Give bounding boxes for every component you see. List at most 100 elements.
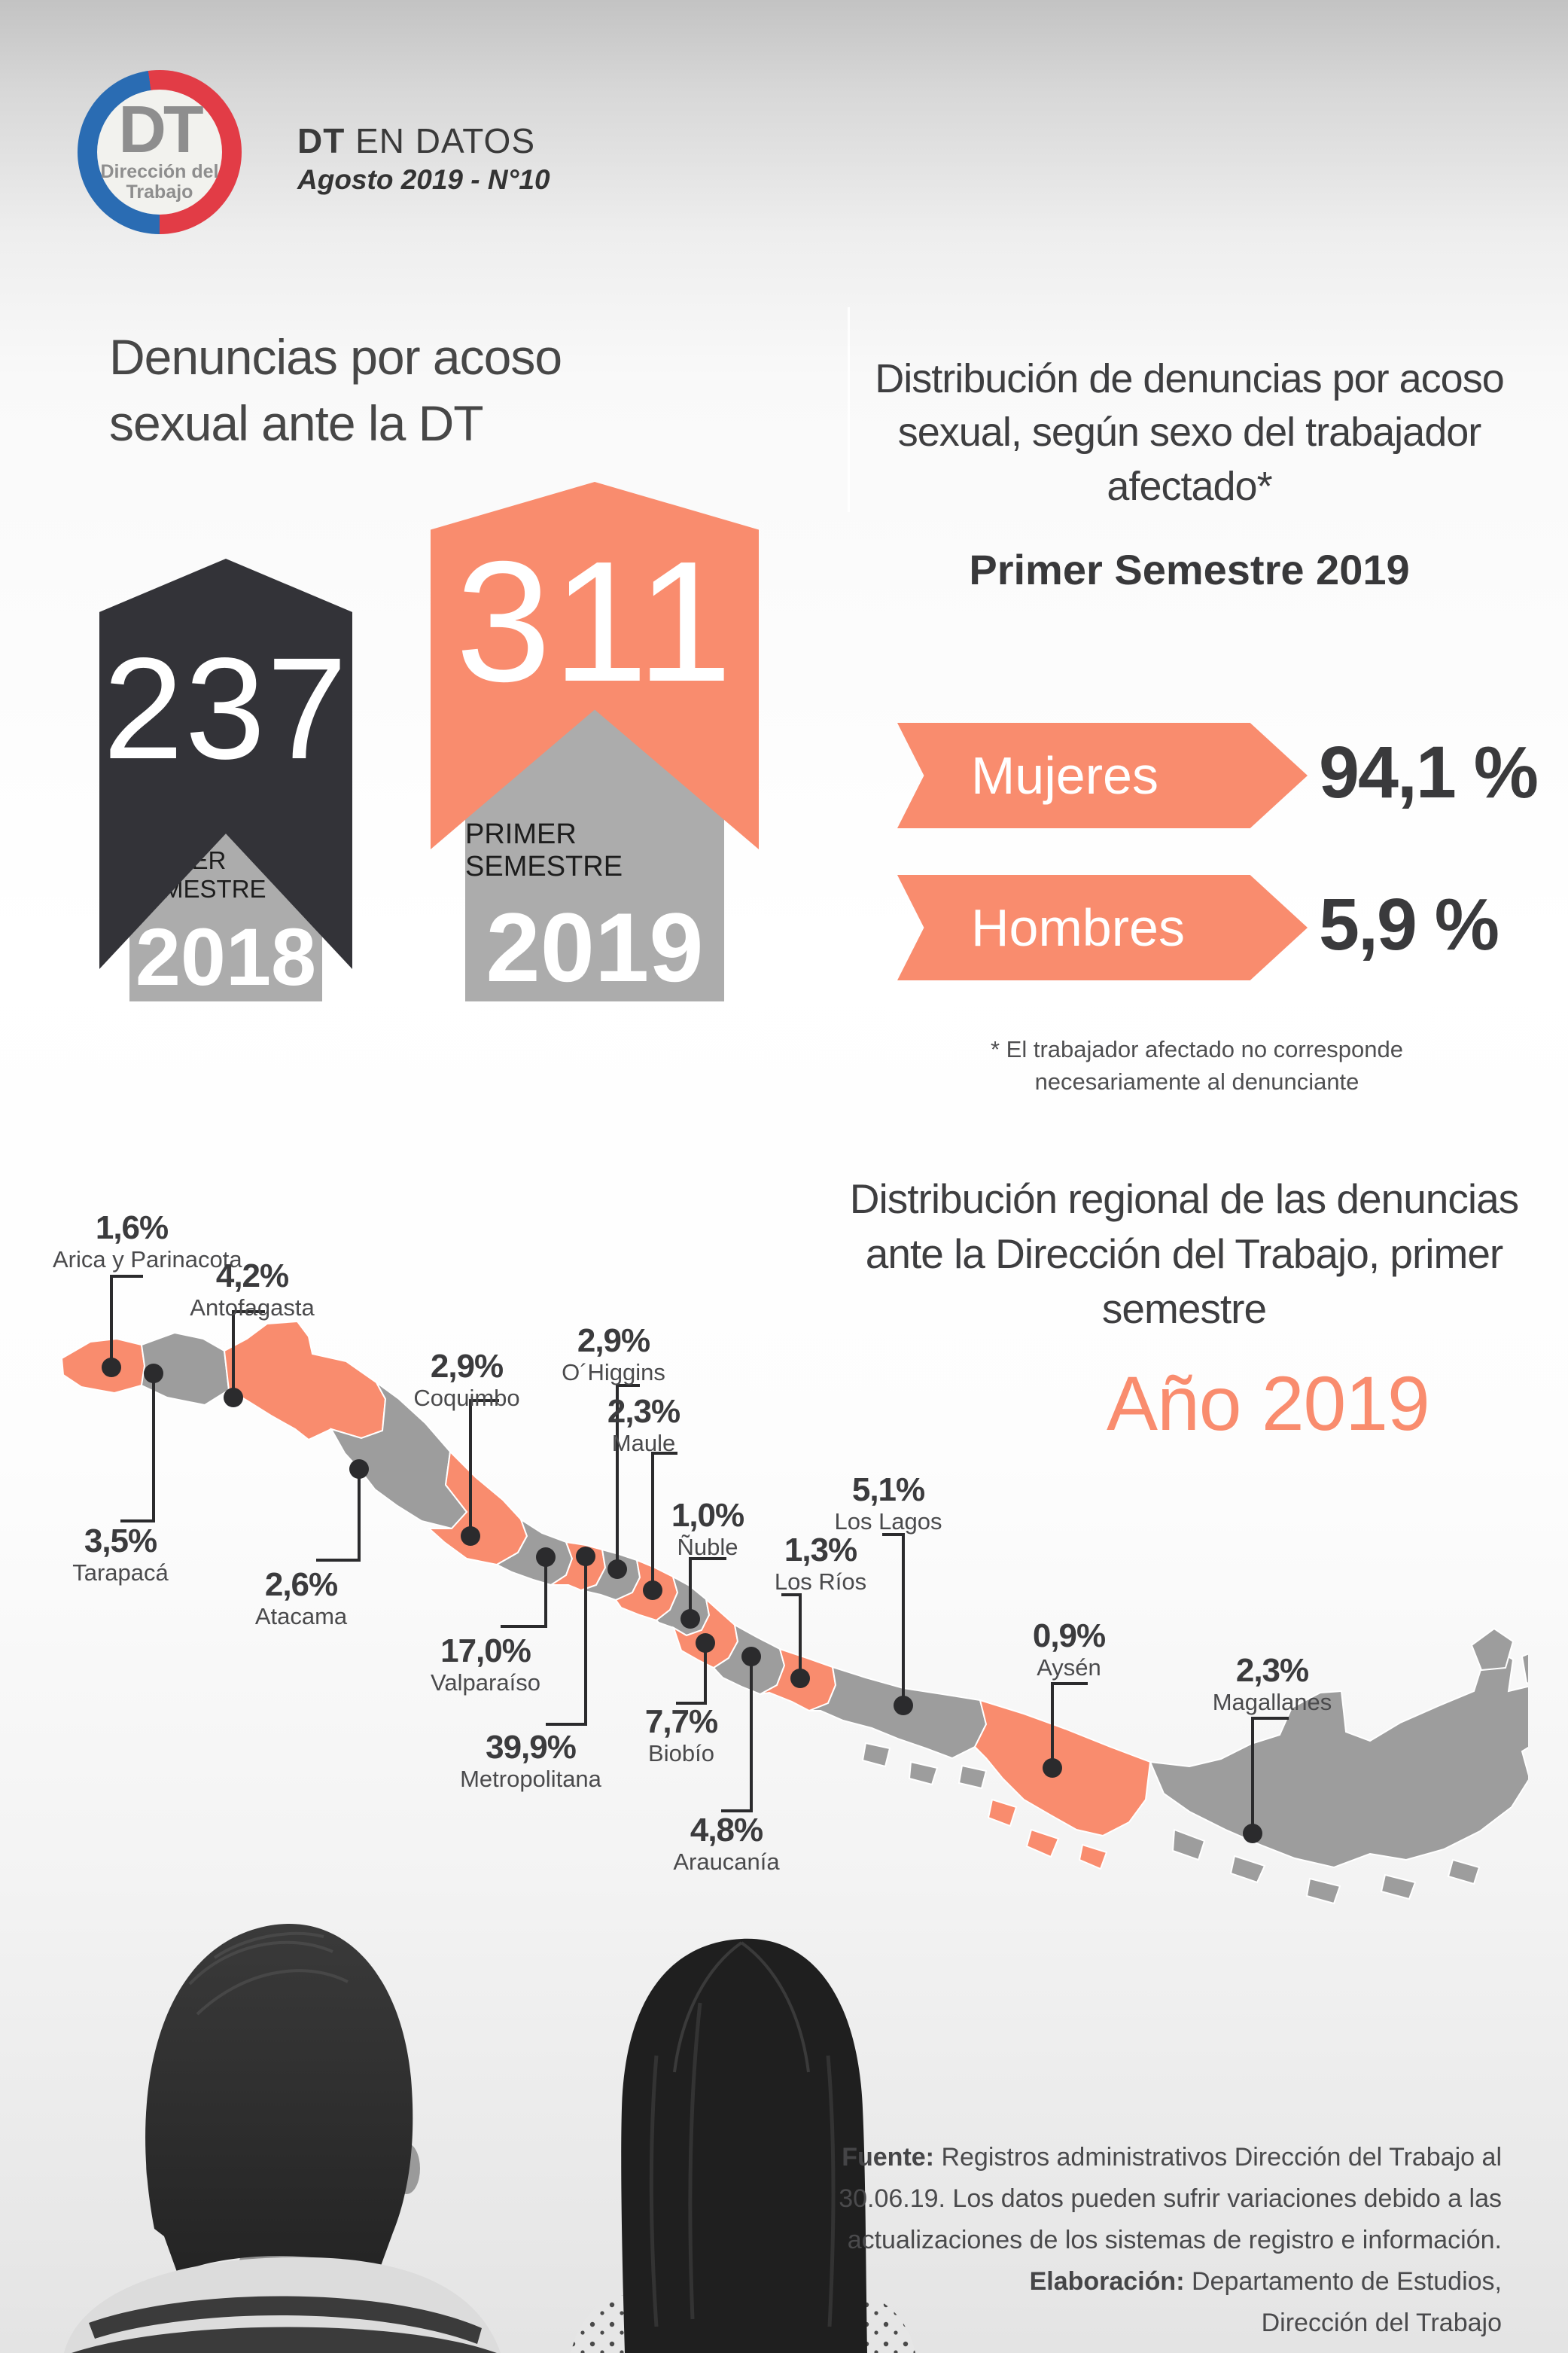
issue-date: Agosto 2019 - N°10 xyxy=(297,164,550,195)
leader-araucania xyxy=(721,1657,753,1812)
leader-losrios xyxy=(781,1593,802,1678)
map-region-aysen xyxy=(973,1699,1152,1837)
dt-logo-icon: DT Dirección del Trabajo xyxy=(78,70,242,234)
map-island-tierradelfuego-2 xyxy=(1521,1653,1528,1684)
map-region-antofagasta xyxy=(223,1320,387,1441)
map-dot-tarapaca xyxy=(144,1364,163,1383)
leader-maule xyxy=(651,1452,677,1590)
map-label-aysen: 0,9% Aysén xyxy=(1032,1617,1106,1681)
map-dot-metropolitana xyxy=(576,1547,595,1566)
map-dot-valparaiso xyxy=(536,1547,556,1567)
map-dot-antofagasta xyxy=(224,1388,243,1407)
map-panel-title: Distribución regional de las denuncias a… xyxy=(849,1175,1519,1333)
leader-ohiggins xyxy=(616,1384,640,1569)
map-island-aysen-1 xyxy=(987,1798,1018,1827)
page-title: Denuncias por acoso sexual ante la DT xyxy=(109,329,562,452)
photo-woman-silhouette xyxy=(571,1938,915,2353)
leader-loslagos xyxy=(882,1533,905,1705)
map-dot-arica xyxy=(102,1358,121,1377)
map-label-losrios: 1,3% Los Ríos xyxy=(774,1532,867,1596)
sex-panel-footnote: * El trabajador afectado no corresponde … xyxy=(990,1036,1404,1096)
map-dot-biobio xyxy=(696,1633,715,1653)
hombres-value: 5,9 % xyxy=(1319,883,1499,965)
map-label-loslagos: 5,1% Los Lagos xyxy=(834,1471,942,1535)
map-island-aysen-2 xyxy=(1025,1828,1060,1858)
map-label-maule: 2,3% Maule xyxy=(607,1393,680,1457)
map-dot-nuble xyxy=(680,1609,700,1629)
map-label-metropolitana: 39,9% Metropolitana xyxy=(460,1729,601,1793)
map-region-coquimbo xyxy=(427,1449,528,1566)
mujeres-value: 94,1 % xyxy=(1319,731,1539,813)
map-label-ohiggins: 2,9% O´Higgins xyxy=(562,1322,665,1386)
map-label-coquimbo: 2,9% Coquimbo xyxy=(413,1348,520,1412)
photo-man-silhouette xyxy=(64,1923,501,2353)
chile-map xyxy=(60,1275,1528,1905)
dt-logo-inner: DT Dirección del Trabajo xyxy=(97,90,222,215)
map-region-tarapaca xyxy=(140,1331,230,1407)
map-label-nuble: 1,0% Ñuble xyxy=(671,1497,744,1561)
map-dot-araucania xyxy=(741,1647,761,1666)
map-label-antofagasta: 4,2% Antofagasta xyxy=(190,1257,315,1321)
leader-coquimbo xyxy=(469,1399,499,1536)
map-label-biobio: 7,7% Biobío xyxy=(644,1703,718,1767)
leader-atacama xyxy=(316,1469,361,1562)
map-region-valparaiso xyxy=(495,1517,574,1586)
map-dot-ohiggins xyxy=(607,1559,627,1579)
map-label-valparaiso: 17,0% Valparaíso xyxy=(431,1632,540,1696)
leader-magallanes xyxy=(1251,1717,1289,1833)
dt-logo-subtitle: Dirección del Trabajo xyxy=(100,161,219,203)
map-panel-year: Año 2019 xyxy=(1107,1361,1430,1446)
map-island-magallanes-3 xyxy=(1305,1877,1341,1905)
map-island-magallanes-5 xyxy=(1447,1858,1481,1885)
map-dot-maule xyxy=(643,1580,662,1600)
mujeres-label: Mujeres xyxy=(971,746,1158,805)
column-divider xyxy=(848,307,850,512)
source-note: Fuente: Registros administrativos Direcc… xyxy=(839,2143,1502,2338)
map-island-chiloe-2 xyxy=(908,1760,939,1786)
map-dot-magallanes xyxy=(1243,1824,1262,1843)
map-region-magallanes xyxy=(1149,1649,1528,1869)
map-dot-coquimbo xyxy=(461,1526,480,1546)
sex-panel-subtitle: Primer Semestre 2019 xyxy=(969,546,1410,593)
brand-title: DT EN DATOS xyxy=(297,121,536,160)
map-region-atacama xyxy=(329,1382,468,1530)
hombres-label: Hombres xyxy=(971,898,1185,957)
map-label-arica: 1,6% Arica y Parinacota xyxy=(53,1209,242,1273)
hombres-arrow-banner: Hombres xyxy=(897,875,1308,980)
map-island-magallanes-4 xyxy=(1380,1873,1417,1900)
banner-2019-year: 2019 xyxy=(486,892,704,1002)
banner-2019-label: PRIMER SEMESTRE xyxy=(465,818,623,882)
sex-panel-title: Distribución de denuncias por acoso sexu… xyxy=(875,356,1505,509)
leader-arica xyxy=(110,1275,143,1367)
map-island-aysen-3 xyxy=(1078,1843,1108,1870)
dt-logo-text: DT xyxy=(118,91,203,166)
photo-two-people xyxy=(64,1923,915,2353)
map-dot-losrios xyxy=(790,1669,810,1688)
banner-2018-year: 2018 xyxy=(135,911,317,1002)
map-label-tarapaca: 3,5% Tarapacá xyxy=(72,1522,169,1586)
map-dot-aysen xyxy=(1043,1758,1062,1778)
leader-nuble xyxy=(689,1557,726,1619)
leader-antofagasta xyxy=(232,1310,265,1397)
map-island-magallanes-1 xyxy=(1171,1828,1206,1861)
banner-2019-ribbon: 311 xyxy=(431,482,759,849)
map-label-atacama: 2,6% Atacama xyxy=(254,1566,348,1630)
map-island-chiloe-1 xyxy=(861,1742,891,1768)
leader-tarapaca xyxy=(120,1373,155,1522)
source-label: Fuente: xyxy=(842,2143,935,2172)
leader-valparaiso xyxy=(501,1557,547,1628)
leader-biobio xyxy=(676,1643,707,1705)
map-dot-atacama xyxy=(349,1459,369,1479)
banner-2018-value: 237 xyxy=(102,627,349,789)
elaboration-label: Elaboración: xyxy=(1029,2267,1185,2297)
leader-aysen xyxy=(1051,1682,1088,1768)
leader-metropolitana xyxy=(546,1556,587,1726)
mujeres-arrow-banner: Mujeres xyxy=(897,723,1308,828)
map-label-araucania: 4,8% Araucanía xyxy=(673,1812,780,1876)
map-label-magallanes: 2,3% Magallanes xyxy=(1212,1652,1332,1716)
map-island-chiloe-3 xyxy=(958,1764,988,1790)
map-island-tierradelfuego-1 xyxy=(1470,1627,1515,1672)
map-island-magallanes-2 xyxy=(1229,1855,1266,1884)
banner-2019-value: 311 xyxy=(455,526,734,718)
